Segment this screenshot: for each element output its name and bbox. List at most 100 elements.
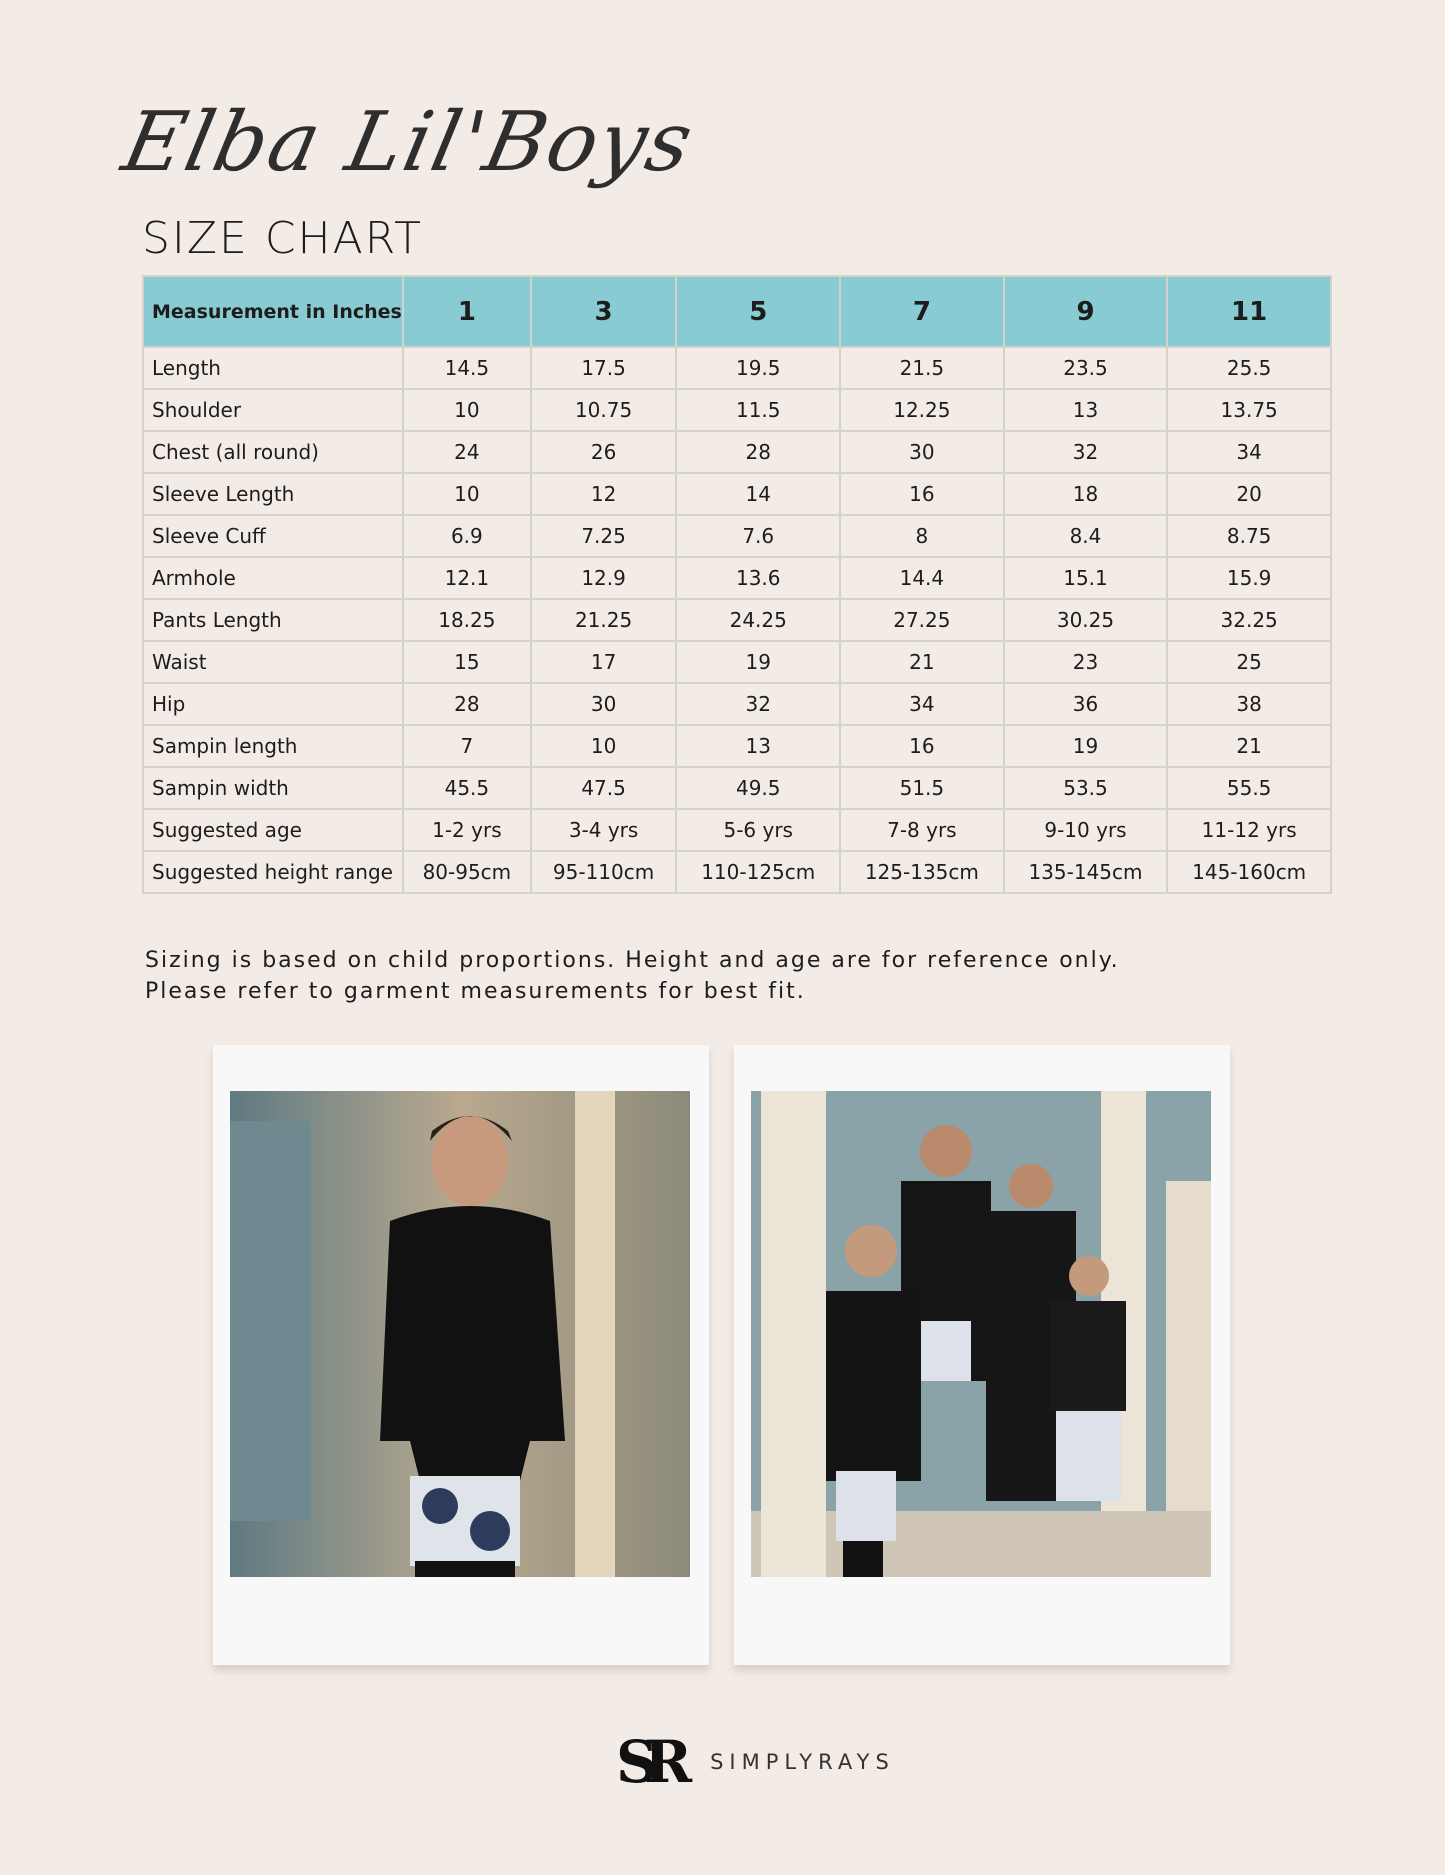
table-cell: 5-6 yrs [675, 808, 842, 852]
sizing-note-line-1: Sizing is based on child proportions. He… [145, 948, 1120, 973]
table-row: Sampin width 45.5 47.5 49.5 51.5 53.5 55.5 [142, 766, 1332, 810]
table-cell: 7.25 [529, 514, 678, 558]
table-cell: 21 [1166, 724, 1332, 768]
row-label: Sleeve Cuff [142, 514, 404, 558]
row-label: Sampin length [142, 724, 404, 768]
table-cell: 3-4 yrs [529, 808, 678, 852]
table-cell: 18.25 [402, 598, 532, 642]
table-row: Hip 28 30 32 34 36 38 [142, 682, 1332, 726]
table-cell: 12.25 [839, 388, 1005, 432]
table-cell: 17.5 [529, 346, 678, 390]
table-cell: 30 [839, 430, 1005, 474]
table-row: Waist 15 17 19 21 23 25 [142, 640, 1332, 684]
table-cell: 25 [1166, 640, 1332, 684]
row-label: Chest (all round) [142, 430, 404, 474]
row-label: Armhole [142, 556, 404, 600]
table-cell: 125-135cm [839, 850, 1005, 894]
table-cell: 24.25 [675, 598, 842, 642]
table-cell: 13 [675, 724, 842, 768]
table-cell: 20 [1166, 472, 1332, 516]
table-cell: 45.5 [402, 766, 532, 810]
table-cell: 21 [839, 640, 1005, 684]
table-cell: 1-2 yrs [402, 808, 532, 852]
table-cell: 47.5 [529, 766, 678, 810]
table-cell: 16 [839, 472, 1005, 516]
table-cell: 26 [529, 430, 678, 474]
row-label: Sampin width [142, 766, 404, 810]
collection-script-title: Elba Lil'Boys [114, 95, 703, 190]
table-cell: 13 [1002, 388, 1169, 432]
boy-photo [230, 1091, 690, 1577]
size-chart-table: Measurement in Inches 1 3 5 7 9 11 Length 14.5 1… [142, 275, 1332, 894]
table-cell: 21.5 [839, 346, 1005, 390]
table-cell: 19 [1002, 724, 1169, 768]
family-photo [751, 1091, 1211, 1577]
table-cell: 15 [402, 640, 532, 684]
row-label: Sleeve Length [142, 472, 404, 516]
table-row: Suggested age 1-2 yrs 3-4 yrs 5-6 yrs 7-8 yr… [142, 808, 1332, 852]
table-cell: 19.5 [675, 346, 842, 390]
table-cell: 23 [1002, 640, 1169, 684]
table-cell: 30.25 [1002, 598, 1169, 642]
table-cell: 95-110cm [529, 850, 678, 894]
column-header-size: 3 [529, 275, 678, 348]
table-cell: 11.5 [675, 388, 842, 432]
table-cell: 17 [529, 640, 678, 684]
table-cell: 135-145cm [1002, 850, 1169, 894]
photo-frame-boy [213, 1045, 709, 1665]
table-cell: 12.9 [529, 556, 678, 600]
table-cell: 14.4 [839, 556, 1005, 600]
row-label: Shoulder [142, 388, 404, 432]
table-cell: 7 [402, 724, 532, 768]
table-cell: 80-95cm [402, 850, 532, 894]
table-row: Length 14.5 17.5 19.5 21.5 23.5 25.5 [142, 346, 1332, 390]
table-header-row: Measurement in Inches 1 3 5 7 9 11 [142, 275, 1332, 348]
table-row: Pants Length 18.25 21.25 24.25 27.25 30.25 32.… [142, 598, 1332, 642]
table-cell: 27.25 [839, 598, 1005, 642]
table-cell: 36 [1002, 682, 1169, 726]
table-cell: 15.9 [1166, 556, 1332, 600]
table-cell: 9-10 yrs [1002, 808, 1169, 852]
table-cell: 145-160cm [1166, 850, 1332, 894]
table-cell: 53.5 [1002, 766, 1169, 810]
table-row: Sampin length 7 10 13 16 19 21 [142, 724, 1332, 768]
logo-mark: SR [616, 1728, 692, 1796]
row-label: Length [142, 346, 404, 390]
table-cell: 34 [839, 682, 1005, 726]
size-chart-title: SIZE CHART [142, 213, 423, 264]
table-row: Sleeve Cuff 6.9 7.25 7.6 8 8.4 8.75 [142, 514, 1332, 558]
table-cell: 15.1 [1002, 556, 1169, 600]
table-cell: 23.5 [1002, 346, 1169, 390]
table-cell: 14.5 [402, 346, 532, 390]
table-cell: 8 [839, 514, 1005, 558]
row-label: Pants Length [142, 598, 404, 642]
table-cell: 32 [1002, 430, 1169, 474]
table-cell: 49.5 [675, 766, 842, 810]
table-cell: 32 [675, 682, 842, 726]
table-cell: 10 [402, 472, 532, 516]
sizing-note: Sizing is based on child proportions. He… [145, 945, 1120, 1007]
table-cell: 34 [1166, 430, 1332, 474]
photo-frame-family [734, 1045, 1230, 1665]
table-cell: 28 [675, 430, 842, 474]
table-row: Chest (all round) 24 26 28 30 32 34 [142, 430, 1332, 474]
column-header-size: 1 [402, 275, 532, 348]
table-cell: 11-12 yrs [1166, 808, 1332, 852]
table-cell: 18 [1002, 472, 1169, 516]
table-row: Shoulder 10 10.75 11.5 12.25 13 13.75 [142, 388, 1332, 432]
table-cell: 55.5 [1166, 766, 1332, 810]
table-cell: 25.5 [1166, 346, 1332, 390]
table-cell: 7.6 [675, 514, 842, 558]
table-cell: 12 [529, 472, 678, 516]
table-cell: 8.4 [1002, 514, 1169, 558]
table-cell: 24 [402, 430, 532, 474]
table-cell: 32.25 [1166, 598, 1332, 642]
row-label: Suggested height range [142, 850, 404, 894]
table-cell: 38 [1166, 682, 1332, 726]
table-cell: 51.5 [839, 766, 1005, 810]
table-row: Armhole 12.1 12.9 13.6 14.4 15.1 15.9 [142, 556, 1332, 600]
table-row: Sleeve Length 10 12 14 16 18 20 [142, 472, 1332, 516]
row-label: Hip [142, 682, 404, 726]
table-cell: 12.1 [402, 556, 532, 600]
table-cell: 10.75 [529, 388, 678, 432]
